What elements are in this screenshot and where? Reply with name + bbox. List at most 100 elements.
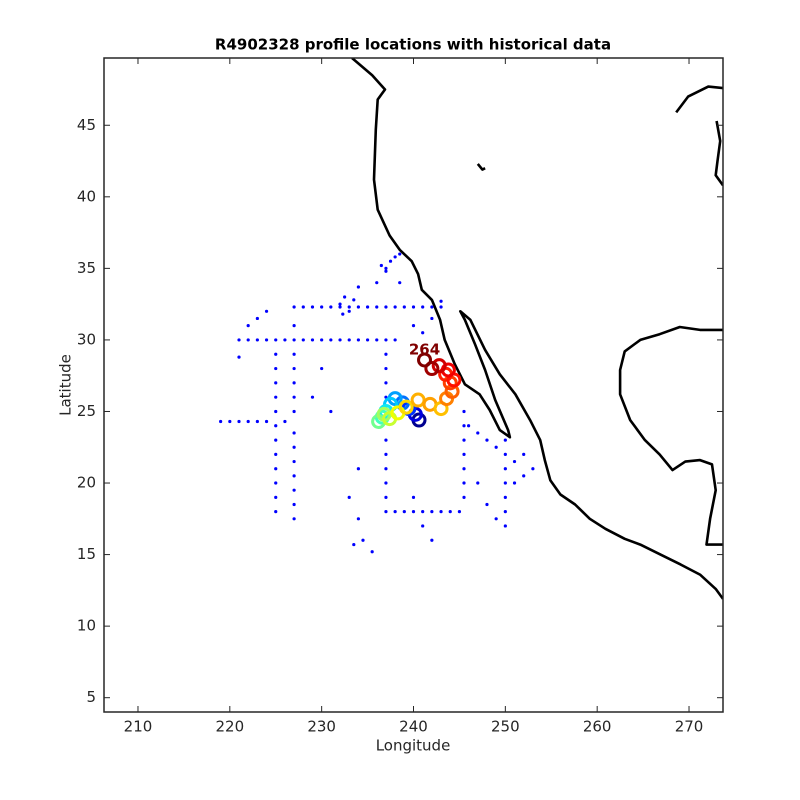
historical-point bbox=[255, 338, 259, 342]
historical-point bbox=[292, 445, 296, 449]
historical-point bbox=[370, 550, 374, 554]
x-tick-label: 210 bbox=[124, 718, 153, 736]
historical-point bbox=[338, 305, 342, 309]
historical-point bbox=[457, 510, 462, 514]
historical-point bbox=[274, 409, 278, 414]
historical-point bbox=[411, 305, 416, 309]
historical-point bbox=[398, 252, 402, 256]
historical-point bbox=[283, 419, 287, 424]
historical-point bbox=[341, 312, 345, 316]
historical-point bbox=[384, 338, 388, 342]
y-tick-label: 15 bbox=[77, 545, 96, 563]
historical-point bbox=[384, 481, 388, 485]
historical-point bbox=[320, 366, 324, 371]
historical-point bbox=[503, 438, 507, 442]
historical-point bbox=[365, 338, 370, 342]
historical-point bbox=[292, 352, 296, 356]
historical-point bbox=[292, 488, 296, 492]
historical-point bbox=[402, 510, 406, 514]
historical-point bbox=[384, 467, 388, 471]
historical-point bbox=[347, 305, 351, 309]
historical-point bbox=[329, 338, 333, 342]
historical-point bbox=[246, 419, 250, 424]
historical-point bbox=[384, 452, 388, 457]
historical-point bbox=[292, 324, 296, 328]
historical-point bbox=[292, 395, 296, 399]
historical-point bbox=[485, 502, 489, 507]
historical-point bbox=[384, 305, 388, 309]
profile-point bbox=[424, 361, 440, 377]
historical-point bbox=[375, 305, 379, 309]
historical-point bbox=[411, 495, 416, 499]
historical-point bbox=[361, 538, 365, 542]
historical-point bbox=[384, 269, 388, 273]
y-tick-label: 40 bbox=[77, 187, 96, 205]
historical-point bbox=[503, 467, 507, 471]
historical-point bbox=[264, 338, 269, 342]
historical-point bbox=[512, 481, 517, 485]
historical-point bbox=[338, 338, 342, 342]
historical-point bbox=[411, 324, 416, 328]
historical-point bbox=[329, 409, 333, 414]
historical-point bbox=[494, 517, 498, 521]
historical-point bbox=[398, 281, 402, 285]
historical-point bbox=[274, 467, 278, 471]
historical-point bbox=[356, 285, 360, 289]
plot-area bbox=[219, 58, 723, 600]
historical-point bbox=[352, 298, 356, 302]
historical-point bbox=[274, 352, 278, 356]
historical-point bbox=[274, 424, 278, 428]
coastline bbox=[351, 58, 723, 600]
historical-point bbox=[274, 481, 278, 485]
historical-point bbox=[476, 431, 480, 435]
historical-point bbox=[301, 305, 305, 309]
historical-point bbox=[462, 424, 466, 428]
historical-point bbox=[512, 459, 517, 464]
historical-point bbox=[439, 305, 443, 309]
historical-point bbox=[462, 495, 466, 499]
historical-point bbox=[384, 366, 388, 371]
x-axis-label: Longitude bbox=[376, 737, 451, 755]
historical-point bbox=[292, 474, 296, 478]
historical-point bbox=[379, 263, 383, 268]
y-tick-label: 35 bbox=[77, 259, 96, 277]
y-tick-label: 5 bbox=[86, 688, 96, 706]
historical-point bbox=[356, 305, 360, 309]
profile-point bbox=[431, 358, 447, 374]
historical-point bbox=[462, 467, 466, 471]
historical-point bbox=[347, 338, 351, 342]
historical-point bbox=[411, 510, 416, 514]
historical-point bbox=[292, 305, 296, 309]
historical-point bbox=[283, 338, 287, 342]
historical-point bbox=[320, 338, 324, 342]
historical-point bbox=[485, 438, 489, 442]
historical-point bbox=[343, 295, 347, 299]
historical-point bbox=[439, 299, 443, 303]
y-tick-label: 20 bbox=[77, 474, 96, 492]
annotation: 264 bbox=[409, 340, 440, 358]
x-tick-label: 220 bbox=[216, 718, 245, 736]
historical-point bbox=[274, 495, 278, 499]
historical-point bbox=[531, 467, 535, 471]
historical-point bbox=[384, 510, 388, 514]
historical-point bbox=[228, 419, 232, 424]
historical-point bbox=[292, 381, 296, 385]
historical-point bbox=[264, 419, 269, 424]
historical-point bbox=[274, 395, 278, 399]
historical-point bbox=[246, 338, 250, 342]
historical-point bbox=[219, 419, 223, 424]
historical-point bbox=[292, 431, 296, 435]
historical-point bbox=[310, 305, 315, 309]
historical-point bbox=[356, 338, 360, 342]
historical-point bbox=[503, 510, 507, 514]
historical-point bbox=[292, 502, 296, 507]
historical-point bbox=[522, 452, 526, 457]
historical-point bbox=[352, 542, 356, 547]
historical-point bbox=[421, 524, 425, 528]
y-axis-label: Latitude bbox=[57, 354, 75, 416]
historical-point bbox=[375, 281, 379, 285]
historical-point bbox=[274, 381, 278, 385]
historical-point bbox=[439, 510, 443, 514]
historical-point bbox=[274, 510, 278, 514]
y-tick-label: 30 bbox=[77, 330, 96, 348]
